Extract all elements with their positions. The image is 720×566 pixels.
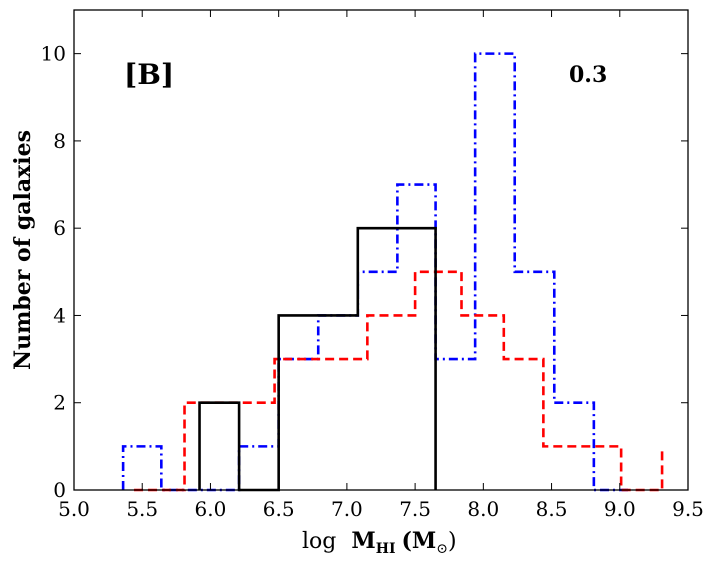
x-tick-label: 7.0 <box>331 497 363 521</box>
x-tick-label: 7.5 <box>399 497 431 521</box>
histogram-series-solid <box>198 226 437 492</box>
y-tick-label: 8 <box>53 129 66 153</box>
x-tick-label: 9.0 <box>604 497 636 521</box>
plot-frame <box>73 9 689 491</box>
y-tick-label: 10 <box>41 42 66 66</box>
x-tick-label: 8.0 <box>467 497 499 521</box>
histogram-series-dashed <box>134 270 664 492</box>
y-tick-label: 6 <box>53 216 66 240</box>
histogram-series-dashdot <box>121 52 633 492</box>
x-tick-label: 9.5 <box>672 497 704 521</box>
x-axis-label-unit-sub: ⊙ <box>436 541 448 557</box>
x-axis-label-unit-open: (M <box>402 528 437 554</box>
x-axis-label-main: M <box>351 528 375 554</box>
x-tick-label: 5.5 <box>126 497 158 521</box>
x-tick-label: 6.0 <box>195 497 227 521</box>
x-axis-label: log MHI (M⊙) <box>302 528 457 557</box>
y-tick-label: 0 <box>53 478 66 502</box>
x-tick-label: 8.5 <box>536 497 568 521</box>
panel-label: [B] <box>124 58 174 91</box>
x-tick-label: 5.0 <box>58 497 90 521</box>
x-axis-label-unit-close: ) <box>448 529 457 554</box>
y-tick-label: 4 <box>53 303 66 327</box>
x-axis-label-sub: HI <box>376 541 396 557</box>
y-tick-label: 2 <box>53 391 66 415</box>
x-tick-label: 6.5 <box>263 497 295 521</box>
y-axis-label: Number of galaxies <box>10 130 36 370</box>
x-axis-label-prefix: log <box>302 529 336 554</box>
value-annotation: 0.3 <box>569 62 607 88</box>
